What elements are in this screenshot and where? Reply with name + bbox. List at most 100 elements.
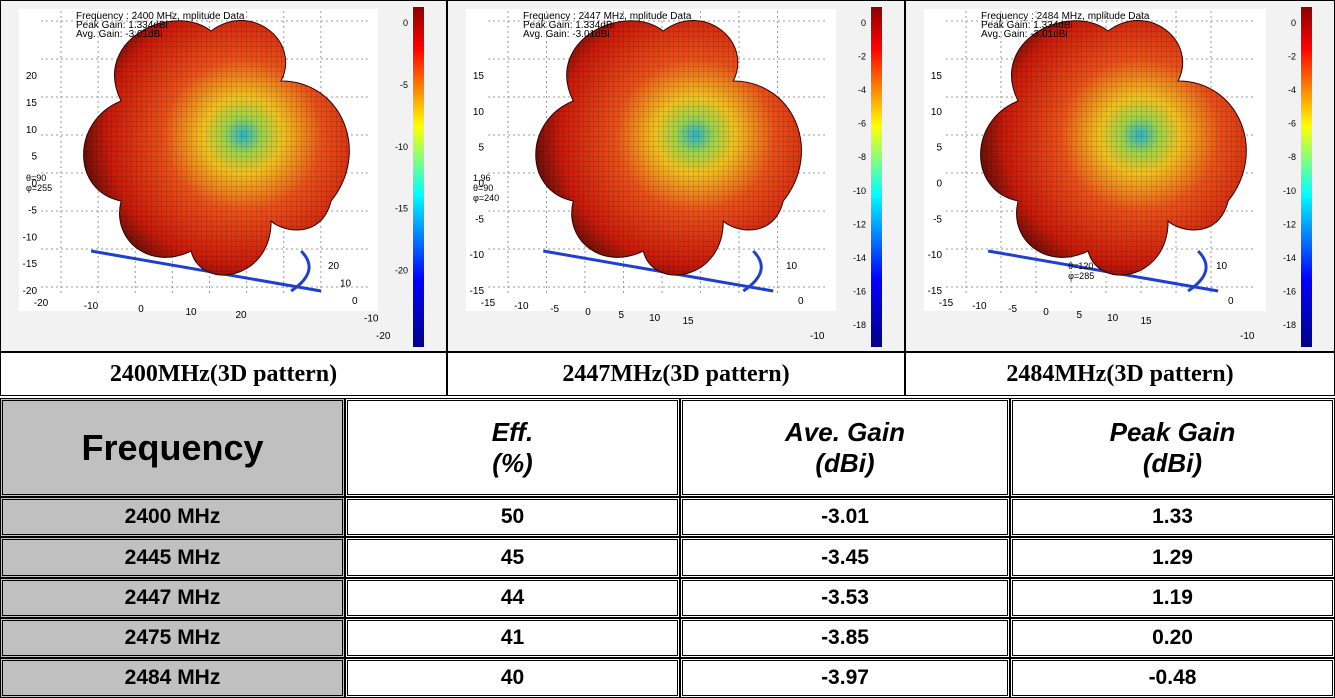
table-row: 2447 MHz44-3.531.19 bbox=[0, 578, 1335, 618]
table-cell: -3.97 bbox=[680, 658, 1010, 698]
pattern-info: Avg. Gain: -3.01dBi bbox=[76, 29, 163, 40]
colorbar-tick-label: -16 bbox=[1283, 286, 1296, 296]
header-text: Peak Gain bbox=[1013, 417, 1332, 448]
colorbar-tick-label: -8 bbox=[1288, 152, 1296, 162]
table-cell: 41 bbox=[345, 618, 680, 658]
colorbar bbox=[1301, 7, 1312, 347]
marker-label: φ=240 bbox=[473, 193, 499, 203]
z-tick-label: 0 bbox=[936, 179, 942, 190]
y-tick-label: -10 bbox=[810, 331, 825, 342]
x-tick-label: -20 bbox=[34, 298, 49, 309]
pattern-info: Avg. Gain: -3.01dBi bbox=[981, 29, 1068, 40]
y-tick-label: 10 bbox=[786, 261, 798, 272]
x-tick-label: -5 bbox=[550, 304, 559, 315]
table-cell: -3.45 bbox=[680, 537, 1010, 577]
table-cell: 1.29 bbox=[1010, 537, 1335, 577]
colorbar-tick-label: -18 bbox=[853, 320, 866, 330]
header-text: (%) bbox=[348, 448, 677, 479]
table-cell: 2475 MHz bbox=[0, 618, 345, 658]
z-tick-label: 5 bbox=[936, 143, 942, 154]
header-text: Eff. bbox=[348, 417, 677, 448]
y-tick-label: 0 bbox=[798, 296, 804, 307]
z-tick-label: -15 bbox=[928, 286, 943, 297]
z-tick-label: -10 bbox=[470, 250, 485, 261]
colorbar-tick-label: -16 bbox=[853, 286, 866, 296]
colorbar-tick-label: -6 bbox=[1288, 119, 1296, 129]
table-cell: 2447 MHz bbox=[0, 578, 345, 618]
x-tick-label: 15 bbox=[682, 316, 694, 327]
header-text: (dBi) bbox=[683, 448, 1007, 479]
x-tick-label: -15 bbox=[481, 298, 496, 309]
table-cell: 2445 MHz bbox=[0, 537, 345, 577]
z-tick-label: -20 bbox=[23, 286, 38, 297]
colorbar-tick-label: -4 bbox=[858, 85, 866, 95]
marker-label: φ=285 bbox=[1068, 271, 1094, 281]
z-tick-label: 5 bbox=[31, 152, 37, 163]
x-tick-label: 20 bbox=[235, 310, 247, 321]
colorbar-tick-label: -15 bbox=[395, 204, 408, 214]
table-cell: 0.20 bbox=[1010, 618, 1335, 658]
colorbar-tick-label: -8 bbox=[858, 152, 866, 162]
table-cell: -3.01 bbox=[680, 497, 1010, 537]
marker-label: θ=120 bbox=[1068, 261, 1093, 271]
table-cell: 2484 MHz bbox=[0, 658, 345, 698]
colorbar-tick-label: -14 bbox=[853, 253, 866, 263]
colorbar bbox=[871, 7, 882, 347]
header-cell: Eff.(%) bbox=[345, 398, 680, 497]
colorbar-tick-label: -10 bbox=[853, 186, 866, 196]
colorbar-tick-label: 0 bbox=[403, 18, 408, 28]
y-tick-label: 0 bbox=[1228, 296, 1234, 307]
z-tick-label: -10 bbox=[928, 250, 943, 261]
x-tick-label: -15 bbox=[939, 298, 954, 309]
table-cell: -3.53 bbox=[680, 578, 1010, 618]
header-cell: Frequency bbox=[0, 398, 345, 497]
colorbar-tick-label: 0 bbox=[1291, 18, 1296, 28]
x-tick-label: -10 bbox=[972, 301, 987, 312]
z-tick-label: 20 bbox=[26, 71, 38, 82]
x-tick-label: -10 bbox=[84, 301, 99, 312]
x-tick-label: 10 bbox=[185, 307, 197, 318]
table-cell: 45 bbox=[345, 537, 680, 577]
x-tick-label: 5 bbox=[619, 310, 625, 321]
marker-label: θ=90 bbox=[26, 173, 46, 183]
colorbar-tick-label: -14 bbox=[1283, 253, 1296, 263]
colorbar-tick-label: -6 bbox=[858, 119, 866, 129]
y-tick-label: 20 bbox=[328, 261, 340, 272]
colorbar-tick-label: -4 bbox=[1288, 85, 1296, 95]
y-tick-label: -20 bbox=[376, 331, 391, 342]
colorbar-tick-label: -18 bbox=[1283, 320, 1296, 330]
marker-label: θ=90 bbox=[473, 183, 493, 193]
z-tick-label: 5 bbox=[478, 143, 484, 154]
table-cell: -3.85 bbox=[680, 618, 1010, 658]
x-tick-label: -5 bbox=[1008, 304, 1017, 315]
page: 20151050-5-10-15-20-20-100102020100-10-2… bbox=[0, 0, 1335, 698]
pattern-caption: 2484MHz(3D pattern) bbox=[905, 352, 1335, 396]
x-tick-label: 5 bbox=[1077, 310, 1083, 321]
pattern-info: Avg. Gain: -3.01dBi bbox=[523, 29, 610, 40]
marker-label: 1.96 bbox=[473, 173, 491, 183]
z-tick-label: 10 bbox=[473, 107, 485, 118]
colorbar-tick-label: -2 bbox=[858, 52, 866, 62]
y-tick-label: 0 bbox=[352, 296, 358, 307]
colorbar-tick-label: -2 bbox=[1288, 52, 1296, 62]
x-tick-label: 0 bbox=[1043, 307, 1049, 318]
colorbar-tick-label: -12 bbox=[853, 219, 866, 229]
z-tick-label: 15 bbox=[26, 98, 38, 109]
pattern-plot: 151050-5-10-15-15-10-5051015100-10Freque… bbox=[448, 1, 904, 351]
table-cell: 2400 MHz bbox=[0, 497, 345, 537]
x-tick-label: 10 bbox=[1107, 313, 1119, 324]
z-tick-label: -10 bbox=[23, 232, 38, 243]
header-cell: Peak Gain(dBi) bbox=[1010, 398, 1335, 497]
header-text: Frequency bbox=[3, 427, 342, 469]
header-cell: Ave. Gain(dBi) bbox=[680, 398, 1010, 497]
table-cell: 1.33 bbox=[1010, 497, 1335, 537]
colorbar-tick-label: 0 bbox=[861, 18, 866, 28]
